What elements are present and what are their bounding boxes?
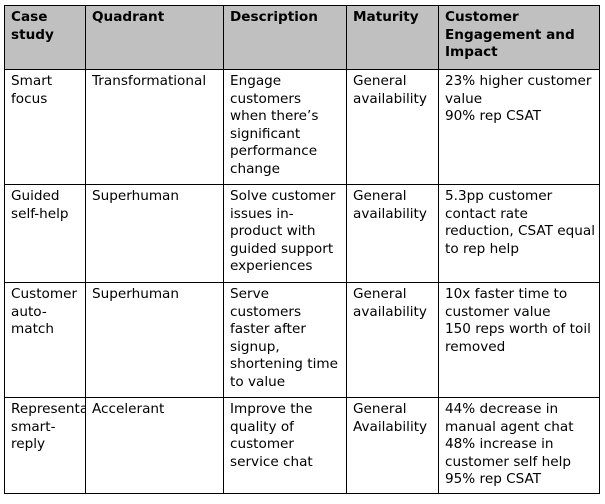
- cell-maturity: General availability: [346, 69, 439, 185]
- cell-quadrant: Superhuman: [85, 282, 224, 398]
- cell-impact: 44% decrease in manual agent chat 48% in…: [438, 397, 600, 494]
- cell-case-study: Guided self-help: [4, 184, 86, 283]
- cell-quadrant: Superhuman: [85, 184, 224, 283]
- case-study-table: Case study Quadrant Description Maturity…: [4, 5, 600, 494]
- cell-quadrant: Transformational: [85, 69, 224, 185]
- header-customer-engagement-impact: Customer Engagement and Impact: [438, 5, 600, 70]
- table-row: Guided self-help Superhuman Solve custom…: [4, 184, 600, 283]
- cell-case-study: Representative smart-reply: [4, 397, 86, 494]
- cell-maturity: General availability: [346, 184, 439, 283]
- cell-maturity: General Availability: [346, 397, 439, 494]
- cell-description: Solve customer issues in-product with gu…: [223, 184, 347, 283]
- cell-impact: 23% higher customer value 90% rep CSAT: [438, 69, 600, 185]
- header-description: Description: [223, 5, 347, 70]
- cell-case-study: Customer auto-match: [4, 282, 86, 398]
- cell-description: Engage customers when there’s significan…: [223, 69, 347, 185]
- header-quadrant: Quadrant: [85, 5, 224, 70]
- cell-description: Serve customers faster after signup, sho…: [223, 282, 347, 398]
- table-header-row: Case study Quadrant Description Maturity…: [4, 5, 600, 70]
- cell-case-study: Smart focus: [4, 69, 86, 185]
- header-maturity: Maturity: [346, 5, 439, 70]
- header-case-study: Case study: [4, 5, 86, 70]
- cell-impact: 5.3pp customer contact rate reduction, C…: [438, 184, 600, 283]
- table-row: Smart focus Transformational Engage cust…: [4, 69, 600, 185]
- cell-description: Improve the quality of customer service …: [223, 397, 347, 494]
- cell-quadrant: Accelerant: [85, 397, 224, 494]
- cell-impact: 10x faster time to customer value 150 re…: [438, 282, 600, 398]
- table-row: Customer auto-match Superhuman Serve cus…: [4, 282, 600, 398]
- table-row: Representative smart-reply Accelerant Im…: [4, 397, 600, 494]
- cell-maturity: General availability: [346, 282, 439, 398]
